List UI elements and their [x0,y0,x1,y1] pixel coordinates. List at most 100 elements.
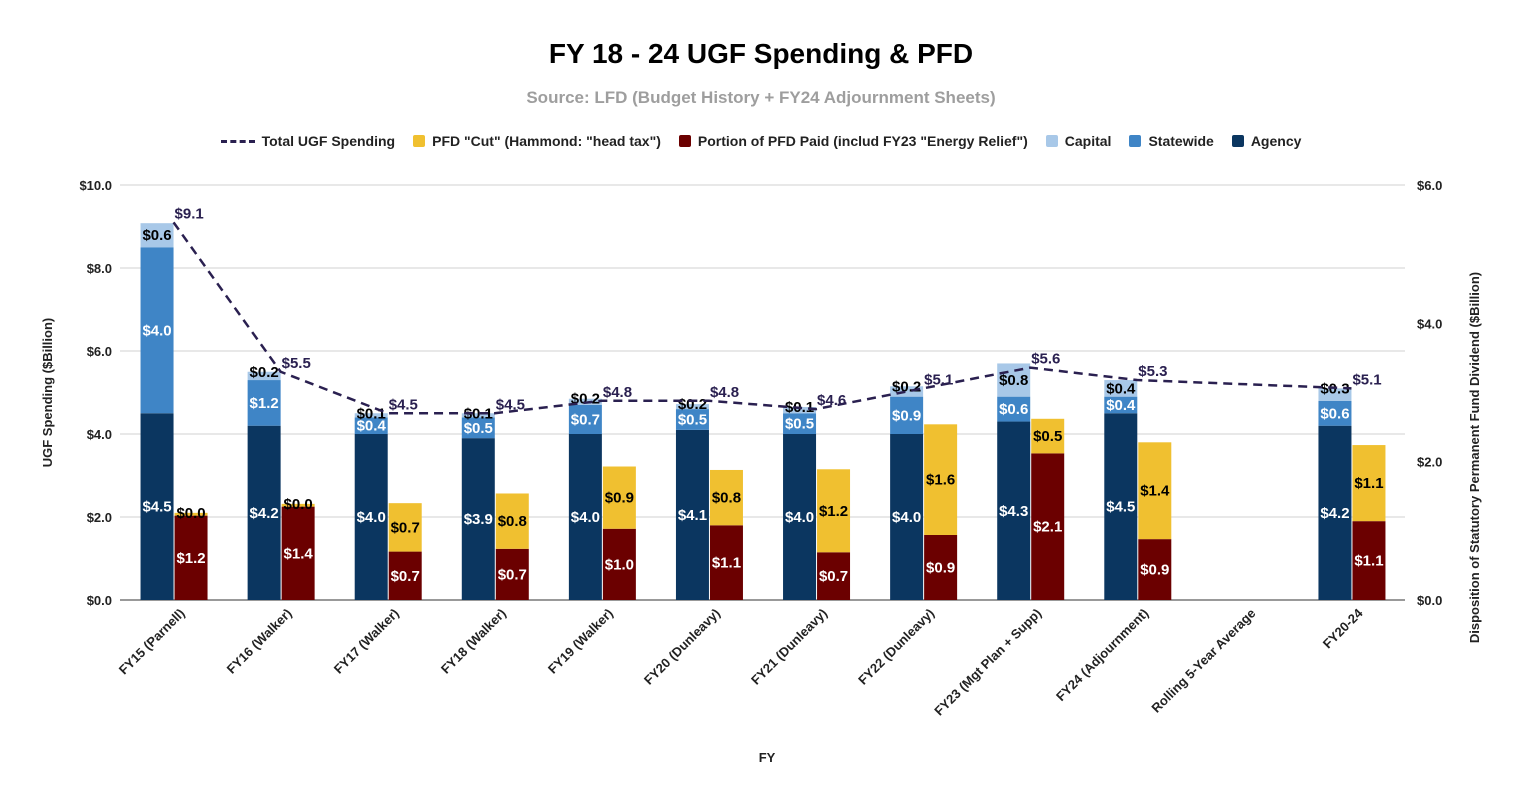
data-label: $4.2 [1320,505,1349,522]
data-label: $1.1 [1354,553,1383,570]
bar-pfd [602,528,636,600]
data-label: $4.3 [999,503,1028,520]
legend-swatch [1231,135,1244,147]
bar-ugf [997,396,1031,422]
data-label: $4.5 [1106,499,1135,516]
x-tick-label: Rolling 5-Year Average [1148,606,1258,716]
bar-pfd [495,493,529,549]
data-label: $0.6 [1320,405,1349,422]
data-label: $0.7 [391,568,420,585]
data-label: $0.6 [142,227,171,244]
bar-ugf [1318,388,1352,401]
bar-pfd [281,506,315,600]
data-label: $0.5 [678,411,707,428]
line-data-label: $9.1 [175,205,204,222]
data-label: $0.8 [999,372,1028,389]
bar-ugf [675,409,709,430]
line-data-label: $4.5 [496,396,525,413]
data-label: $0.7 [391,519,420,536]
y2-axis-label: Disposition of Statutory Permanent Fund … [1467,272,1482,643]
y-tick-label: $4.0 [87,427,112,442]
data-label: $0.7 [571,411,600,428]
data-label: $0.9 [605,490,634,507]
y-tick-label: $2.0 [87,510,112,525]
bar-ugf [997,363,1031,397]
data-label: $0.9 [926,559,955,576]
data-label: $0.4 [1106,397,1136,414]
bar-ugf [354,434,388,600]
bar-pfd [817,469,851,553]
data-label: $1.0 [605,556,634,573]
x-tick-label: FY16 (Walker) [224,606,295,677]
line-data-label: $4.8 [710,384,739,401]
bar-ugf [783,434,817,600]
legend-label: Statewide [1148,133,1214,149]
bar-ugf [1104,396,1138,414]
data-label: $4.2 [250,505,279,522]
x-axis-label: FY [759,750,776,765]
x-tick-label: FY22 (Dunleavy) [855,606,937,688]
bar-ugf [140,413,174,600]
data-label: $1.1 [1354,475,1383,492]
data-label: $4.0 [142,322,171,339]
data-label: $0.2 [678,396,707,413]
bar-ugf [140,223,174,248]
x-tick-label: FY17 (Walker) [331,606,402,677]
legend-item: PFD "Cut" (Hammond: "head tax") [413,133,661,149]
legend-swatch [220,139,255,143]
legend-swatch [1129,135,1142,147]
y-axis-label: UGF Spending ($Billion) [40,318,55,468]
x-tick-label: FY20-24 [1320,605,1366,651]
bar-ugf [140,247,174,414]
bar-pfd [709,525,743,600]
x-tick-label: FY19 (Walker) [545,606,616,677]
bar-pfd [924,424,958,535]
legend-label: Portion of PFD Paid (includ FY23 "Energy… [697,133,1028,149]
legend-label: Capital [1064,133,1112,149]
data-label: $0.2 [571,391,600,408]
line-data-label: $4.8 [603,384,632,401]
total-ugf-line [172,221,1352,415]
data-label: $1.6 [926,472,955,489]
legend-item: Agency [1231,133,1301,149]
bar-pfd [1138,442,1172,540]
legend-swatch [1045,135,1058,147]
bar-ugf [354,413,388,418]
legend-item: Statewide [1129,133,1214,149]
data-label: $0.5 [464,420,493,437]
bar-ugf [1104,380,1138,397]
data-label: $0.5 [1033,428,1062,445]
legend-item: Total UGF Spending [220,133,395,149]
line-data-label: $5.6 [1031,351,1060,368]
data-label: $1.2 [176,550,205,567]
line-data-label: $5.5 [282,355,311,372]
data-label: $0.5 [785,416,814,433]
bar-ugf [461,438,495,600]
legend-swatch [413,135,426,147]
data-label: $1.4 [1140,483,1170,500]
bar-ugf [675,429,709,600]
bar-pfd [602,466,636,529]
bar-pfd [174,515,208,600]
line-data-label: $5.1 [924,371,953,388]
x-tick-label: FY21 (Dunleavy) [748,606,830,688]
x-tick-label: FY23 (Mgt Plan + Supp) [931,606,1044,719]
bar-ugf [997,421,1031,600]
line-data-label: $4.5 [389,396,418,413]
bar-pfd [709,469,743,526]
bar-ugf [1318,425,1352,600]
bar-ugf [1104,413,1138,600]
y2-tick-label: $0.0 [1417,593,1442,608]
legend-item: Capital [1045,133,1112,149]
bar-ugf [461,417,495,439]
data-label: $1.2 [250,395,279,412]
x-tick-label: FY24 (Adjournment) [1053,606,1151,704]
data-label: $0.8 [498,513,527,530]
y-tick-label: $6.0 [87,344,112,359]
bar-ugf [890,396,924,434]
data-label: $0.1 [357,405,386,422]
data-label: $4.0 [357,509,386,526]
data-label: $0.0 [176,505,205,522]
bar-ugf [247,380,281,426]
